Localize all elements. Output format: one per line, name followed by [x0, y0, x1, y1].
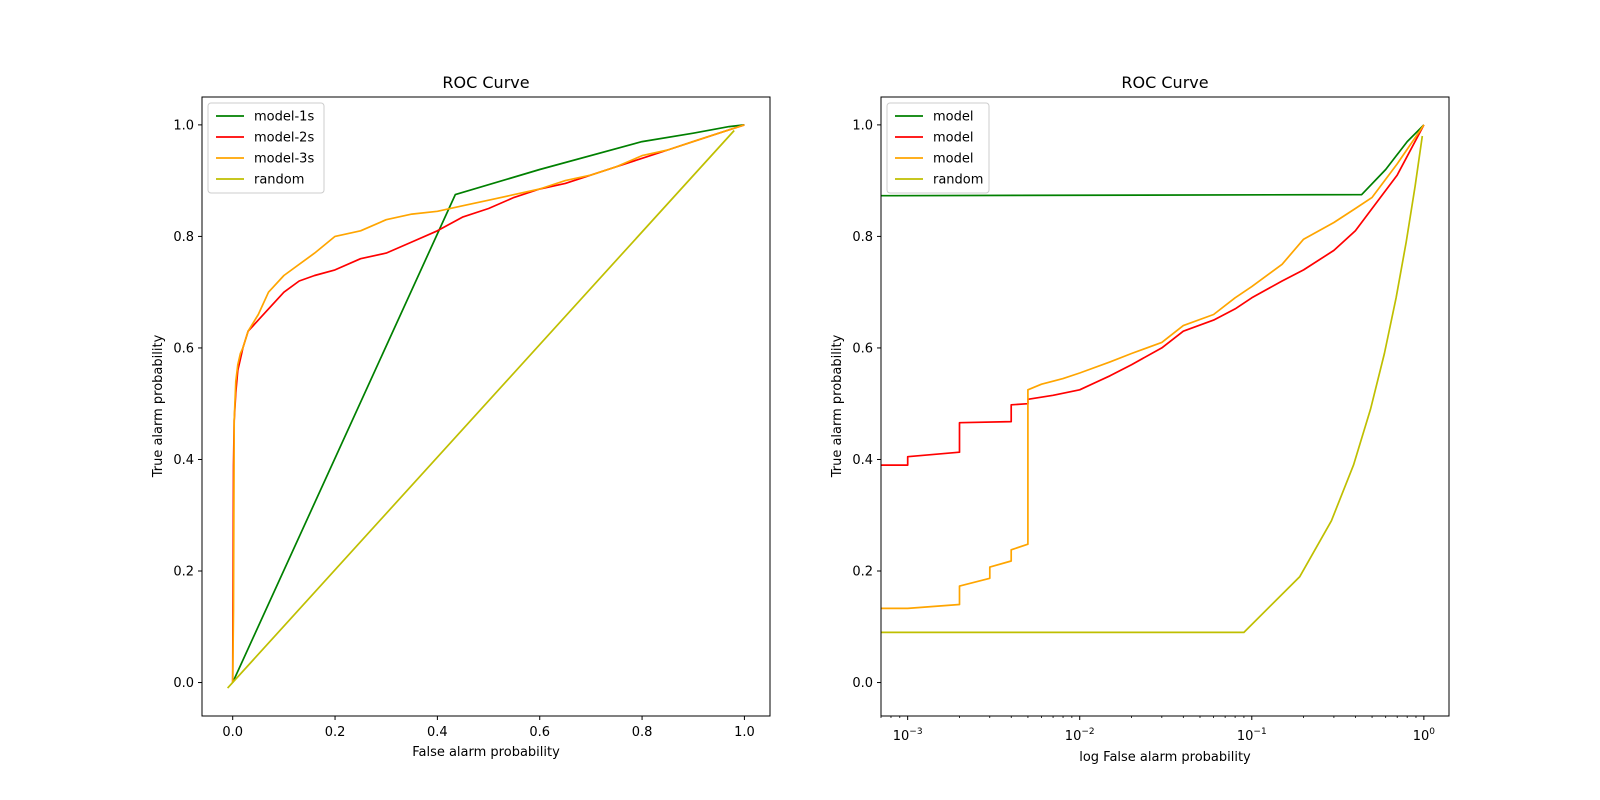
x-axis-label: log False alarm probability — [1079, 750, 1251, 765]
x-tick-label: 10−2 — [1065, 727, 1095, 744]
x-tick-label-exponent: 0 — [1429, 727, 1435, 737]
x-axis-label: False alarm probability — [412, 745, 560, 760]
legend-label: model — [933, 110, 973, 125]
y-tick-label: 0.8 — [173, 230, 194, 245]
axes-frame — [880, 96, 1450, 717]
x-tick-label-base: 10 — [1237, 729, 1254, 744]
x-tick-label-base: 10 — [1413, 729, 1430, 744]
axes-frame — [201, 96, 771, 717]
x-tick-label: 0.6 — [529, 725, 550, 740]
y-axis-ticks: 0.0 0.2 0.4 0.6 0.8 1.0 — [852, 118, 881, 691]
y-tick-label: 0.6 — [173, 341, 194, 356]
chart-title: ROC Curve — [1121, 73, 1208, 92]
legend-frame — [207, 102, 325, 194]
x-tick-label: 10−1 — [1237, 727, 1267, 744]
x-tick-label-exponent: −1 — [1253, 727, 1266, 737]
legend-label: model-2s — [254, 131, 314, 146]
series-line-model — [881, 124, 1425, 466]
x-tick-label-exponent: −2 — [1081, 727, 1094, 737]
legend-label: random — [933, 173, 983, 188]
plot-area — [226, 124, 745, 689]
x-tick-label-exponent: −3 — [909, 727, 922, 737]
legend: model model model random — [886, 102, 990, 194]
x-tick-label: 0.2 — [325, 725, 346, 740]
legend-label: random — [254, 173, 304, 188]
series-line-model-1s — [231, 124, 745, 683]
x-tick-label: 100 — [1413, 727, 1436, 744]
series-line-model — [881, 124, 1425, 197]
x-tick-label: 0.8 — [632, 725, 653, 740]
plot-area — [881, 124, 1425, 634]
x-tick-label: 10−3 — [893, 727, 923, 744]
y-tick-label: 0.0 — [852, 676, 873, 691]
series-line-random — [226, 129, 735, 689]
y-tick-label: 0.0 — [173, 676, 194, 691]
y-tick-label: 0.8 — [852, 230, 873, 245]
y-tick-label: 1.0 — [852, 118, 873, 133]
legend-label: model — [933, 152, 973, 167]
series-line-random — [881, 135, 1424, 634]
legend-frame — [886, 102, 990, 194]
legend-label: model-3s — [254, 152, 314, 167]
x-tick-label: 0.0 — [222, 725, 243, 740]
legend-label: model — [933, 131, 973, 146]
y-tick-label: 0.2 — [173, 565, 194, 580]
x-tick-label: 1.0 — [734, 725, 755, 740]
y-tick-label: 0.2 — [852, 565, 873, 580]
y-axis-ticks: 0.0 0.2 0.4 0.6 0.8 1.0 — [173, 118, 202, 691]
roc-chart-log: ROC Curve 10−3 10−2 10−1 100 0.00.20.40.60.… — [830, 73, 1450, 765]
y-tick-label: 1.0 — [173, 118, 194, 133]
series-line-model-3s — [231, 124, 745, 683]
series-line-model — [881, 124, 1425, 610]
x-axis-ticks: 0.0 0.2 0.4 0.6 0.8 1.0 — [222, 716, 755, 740]
y-tick-label: 0.6 — [852, 341, 873, 356]
y-axis-label: True alarm probability — [830, 334, 845, 478]
y-axis-label: True alarm probability — [151, 334, 166, 478]
roc-chart-linear: ROC Curve 0.0 0.2 0.4 0.6 0.8 1.0 0.00.20.40.… — [151, 73, 771, 760]
y-tick-label: 0.4 — [852, 453, 873, 468]
x-tick-label: 0.4 — [427, 725, 448, 740]
x-tick-label-base: 10 — [1065, 729, 1082, 744]
x-tick-label-base: 10 — [893, 729, 910, 744]
x-axis-ticks: 10−3 10−2 10−1 100 — [880, 716, 1436, 744]
chart-title: ROC Curve — [442, 73, 529, 92]
legend-label: model-1s — [254, 110, 314, 125]
legend: model-1s model-2s model-3s random — [207, 102, 325, 194]
y-tick-label: 0.4 — [173, 453, 194, 468]
